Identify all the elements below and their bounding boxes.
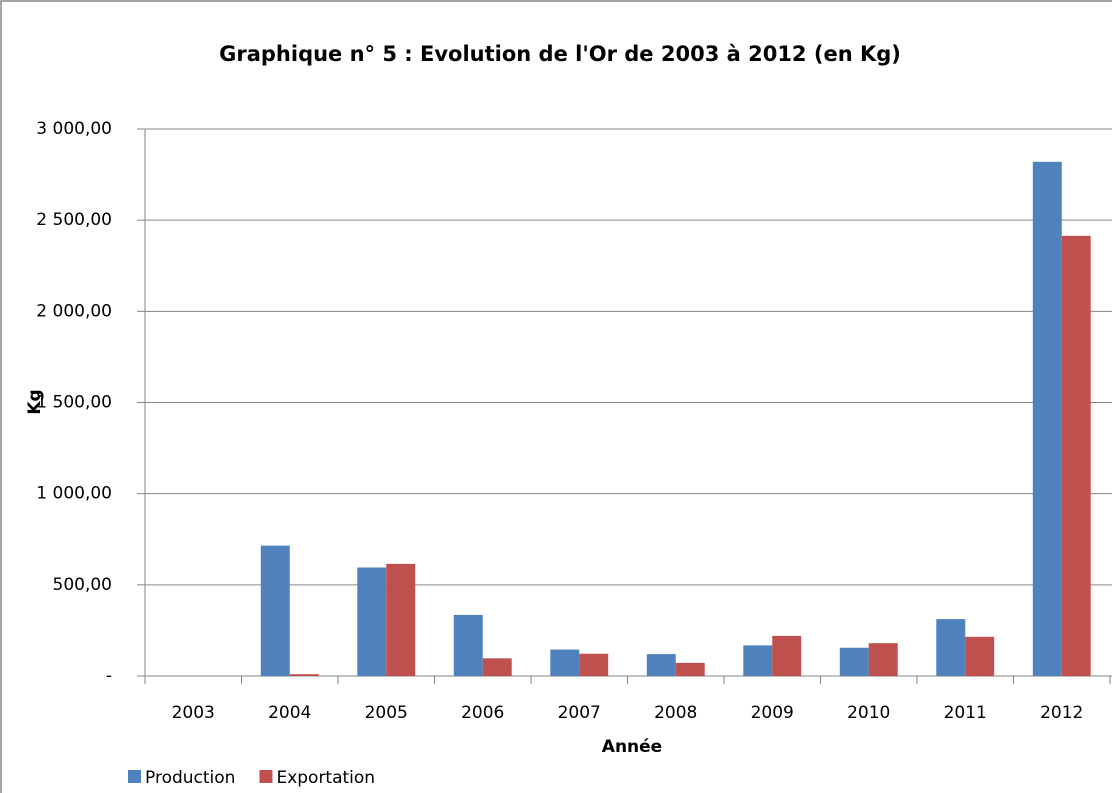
bar — [936, 619, 966, 676]
legend-label: Exportation — [276, 768, 375, 788]
legend-label: Production — [145, 768, 235, 788]
bar — [260, 545, 290, 676]
x-tick-label: 2004 — [268, 703, 311, 723]
y-tick-label: 1 500,00 — [36, 393, 112, 413]
x-tick-label: 2005 — [365, 703, 408, 723]
bar — [1032, 161, 1062, 676]
bar — [965, 636, 995, 676]
y-axis-title: Kg — [25, 389, 45, 414]
y-tick-label: 2 000,00 — [36, 301, 112, 321]
x-tick-label: 2008 — [654, 703, 697, 723]
bar — [675, 662, 705, 676]
bar — [1061, 235, 1091, 676]
y-tick-label: 2 500,00 — [36, 210, 112, 230]
bar — [386, 563, 416, 676]
x-tick-label: 2006 — [461, 703, 504, 723]
x-axis-title: Année — [602, 737, 662, 757]
x-tick-label: 2003 — [172, 703, 215, 723]
bar — [357, 567, 387, 676]
bar — [453, 614, 483, 676]
x-tick-label: 2007 — [558, 703, 601, 723]
bar — [839, 647, 869, 676]
chart-title: Graphique n° 5 : Evolution de l'Or de 20… — [219, 42, 901, 66]
legend-swatch — [128, 770, 141, 783]
bar — [482, 658, 512, 676]
bar — [579, 653, 609, 676]
x-tick-label: 2009 — [751, 703, 794, 723]
bar — [550, 649, 580, 676]
bar — [772, 635, 802, 676]
bar — [743, 645, 773, 676]
y-tick-label: - — [106, 666, 112, 686]
x-tick-label: 2012 — [1040, 703, 1083, 723]
bar — [289, 674, 319, 676]
x-tick-label: 2010 — [847, 703, 890, 723]
bar — [868, 643, 898, 676]
bar — [646, 654, 676, 676]
x-tick-label: 2011 — [944, 703, 987, 723]
y-tick-label: 3 000,00 — [36, 119, 112, 139]
y-tick-label: 500,00 — [53, 575, 112, 595]
legend-swatch — [259, 770, 273, 783]
y-tick-label: 1 000,00 — [36, 484, 112, 504]
